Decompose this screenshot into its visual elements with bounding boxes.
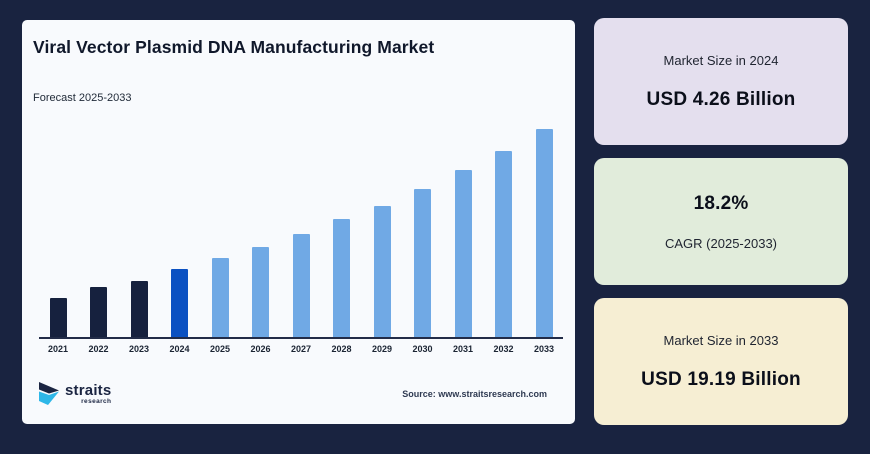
x-tick-label-2025: 2025 bbox=[209, 344, 231, 354]
stat-card-market-size-2024: Market Size in 2024 USD 4.26 Billion bbox=[594, 18, 848, 145]
x-axis-labels: 2021 2022 2023 2024 2025 2026 2027 2028 2029 2030… bbox=[39, 344, 563, 354]
page-title: Viral Vector Plasmid DNA Manufacturing M… bbox=[33, 37, 435, 57]
straits-logo-icon bbox=[38, 381, 62, 407]
bar-2023 bbox=[130, 281, 148, 337]
straits-research-logo: straits research bbox=[38, 381, 111, 407]
stat-card-value: USD 19.19 Billion bbox=[641, 368, 801, 390]
x-tick-label-2031: 2031 bbox=[452, 344, 474, 354]
x-tick-label-2022: 2022 bbox=[88, 344, 109, 354]
x-tick-label-2028: 2028 bbox=[331, 344, 352, 354]
x-tick-label-2023: 2023 bbox=[128, 344, 150, 354]
chart-panel: Viral Vector Plasmid DNA Manufacturing M… bbox=[22, 20, 575, 424]
logo-subtitle: research bbox=[81, 397, 112, 405]
bar-2030 bbox=[414, 189, 431, 337]
stat-card-value: 18.2% bbox=[693, 192, 749, 214]
stat-card-label: Market Size in 2024 bbox=[663, 52, 779, 68]
bar-column-2030 bbox=[404, 129, 442, 337]
bar-column-2024 bbox=[161, 129, 199, 337]
bar-column-2022 bbox=[80, 129, 118, 337]
bar-2021 bbox=[49, 298, 67, 337]
bar-column-2033 bbox=[525, 129, 563, 337]
x-tick-label-2024: 2024 bbox=[169, 344, 190, 354]
bar-2027 bbox=[292, 234, 310, 337]
source-attribution: Source: www.straitsresearch.com bbox=[402, 389, 547, 399]
x-tick-label-2027: 2027 bbox=[290, 344, 312, 354]
bar-2028 bbox=[333, 219, 350, 337]
x-tick-label-2029: 2029 bbox=[371, 344, 393, 354]
bar-2031 bbox=[454, 170, 472, 337]
bar-column-2023 bbox=[120, 129, 158, 337]
bar-column-2021 bbox=[39, 129, 77, 337]
stat-cards: Market Size in 2024 USD 4.26 Billion 18.… bbox=[594, 18, 848, 425]
bar-2025 bbox=[211, 258, 229, 337]
stat-card-market-size-2033: Market Size in 2033 USD 19.19 Billion bbox=[594, 298, 848, 425]
bar-column-2028 bbox=[323, 129, 361, 337]
bar-2026 bbox=[252, 247, 269, 337]
x-tick-label-2021: 2021 bbox=[47, 344, 69, 354]
x-tick-label-2032: 2032 bbox=[493, 344, 514, 354]
logo-name: straits bbox=[65, 381, 112, 399]
forecast-subtitle: Forecast 2025-2033 bbox=[33, 92, 132, 104]
bar-2032 bbox=[495, 151, 512, 337]
bar-column-2032 bbox=[485, 129, 523, 337]
bar-column-2025 bbox=[201, 129, 239, 337]
bar-chart bbox=[39, 129, 563, 339]
bar-2029 bbox=[373, 206, 391, 337]
stat-card-label: CAGR (2025-2033) bbox=[665, 235, 777, 251]
bar-column-2026 bbox=[242, 129, 280, 337]
bar-2024 bbox=[171, 269, 188, 337]
panel-footer: straits research Source: www.straitsrese… bbox=[38, 374, 547, 414]
x-tick-label-2030: 2030 bbox=[412, 344, 433, 354]
bar-2022 bbox=[90, 287, 107, 337]
bar-2033 bbox=[535, 129, 553, 337]
bar-column-2027 bbox=[282, 129, 320, 337]
bar-column-2031 bbox=[444, 129, 482, 337]
stat-card-label: Market Size in 2033 bbox=[663, 332, 779, 348]
stat-card-value: USD 4.26 Billion bbox=[646, 88, 796, 110]
stat-card-cagr: 18.2% CAGR (2025-2033) bbox=[594, 158, 848, 285]
bar-column-2029 bbox=[363, 129, 401, 337]
x-tick-label-2033: 2033 bbox=[533, 344, 555, 354]
x-tick-label-2026: 2026 bbox=[250, 344, 271, 354]
